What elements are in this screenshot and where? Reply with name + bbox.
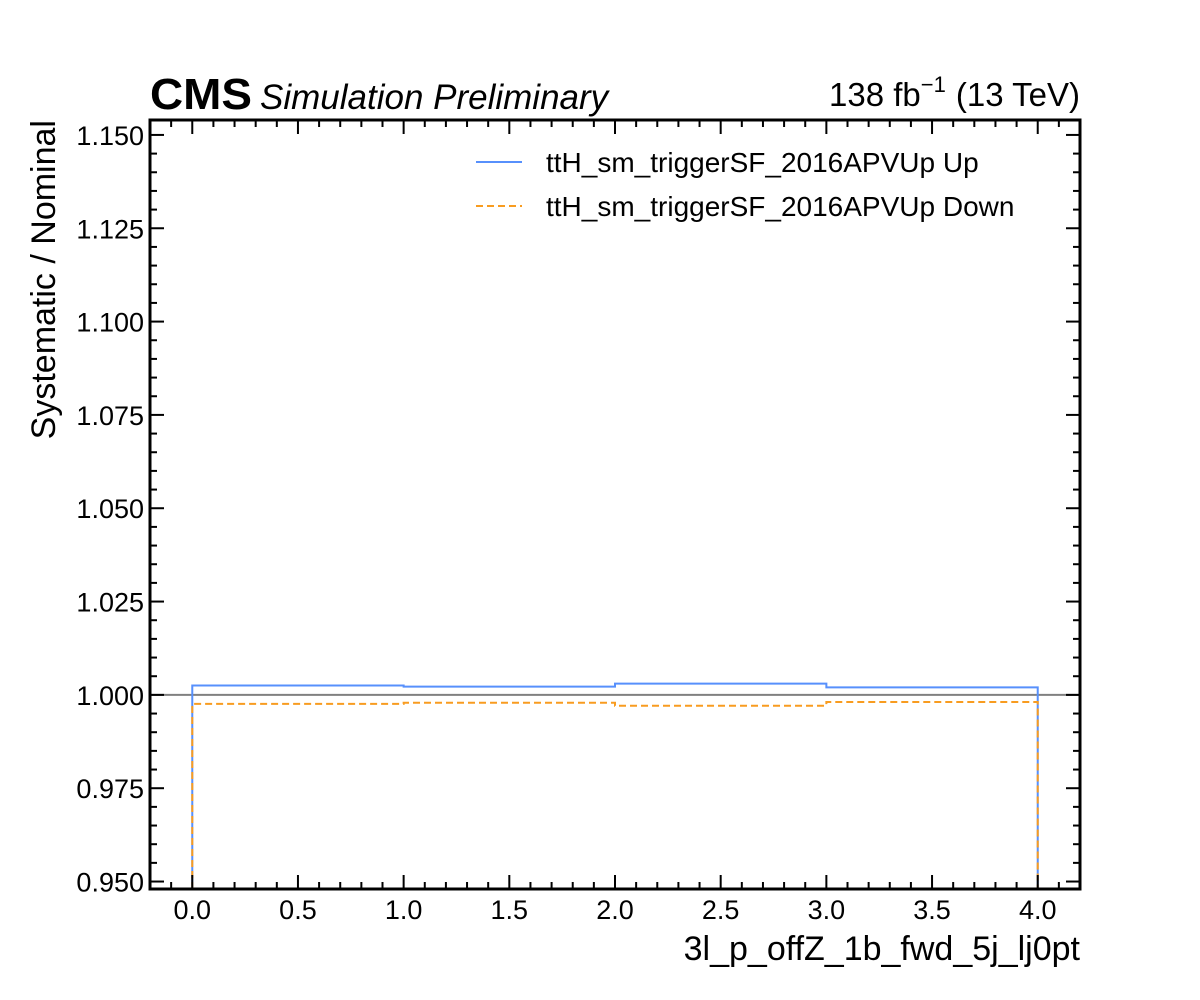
- x-tick-label: 2.0: [596, 895, 634, 925]
- x-tick-labels: 0.0 0.5 1.0 1.5 2.0 2.5 3.0 3.5 4.0: [173, 895, 1056, 925]
- y-tick-label: 0.975: [76, 774, 144, 804]
- lumi-label: 138 fb−1 (13 TeV): [829, 72, 1080, 113]
- y-tick-labels: 0.950 0.975 1.000 1.025 1.050 1.075 1.100 1.125…: [76, 121, 144, 898]
- ticks-layer: [149, 120, 1081, 889]
- plot-header: CMS Simulation Preliminary 138 fb−1 (13 T…: [150, 70, 1080, 119]
- x-axis-label: 3l_p_offZ_1b_fwd_5j_lj0pt: [684, 930, 1081, 968]
- x-tick-label: 0.5: [279, 895, 317, 925]
- y-tick-label: 1.100: [76, 308, 144, 338]
- x-tick-label: 1.0: [385, 895, 423, 925]
- legend-label: ttH_sm_triggerSF_2016APVUp Down: [546, 191, 1014, 222]
- y-tick-label: 0.950: [76, 868, 144, 898]
- series-down-line: [191, 700, 1039, 889]
- axes-frame: [148, 118, 1082, 891]
- status-label: Simulation Preliminary: [260, 78, 611, 117]
- y-tick-label: 1.050: [76, 494, 144, 524]
- x-tick-label: 0.0: [173, 895, 211, 925]
- y-tick-label: 1.150: [76, 121, 144, 151]
- series-up-line: [191, 682, 1039, 889]
- cms-label: CMS: [150, 70, 252, 119]
- series-layer: [191, 682, 1039, 889]
- x-tick-label: 2.5: [702, 895, 740, 925]
- y-tick-label: 1.025: [76, 588, 144, 618]
- plot-area: [148, 118, 1082, 891]
- lumi-exponent: −1: [921, 72, 946, 97]
- x-tick-label: 4.0: [1019, 895, 1057, 925]
- y-axis-label: Systematic / Nominal: [25, 120, 63, 439]
- lumi-energy: (13 TeV): [956, 76, 1080, 113]
- y-tick-label: 1.075: [76, 401, 144, 431]
- x-tick-label: 3.0: [808, 895, 846, 925]
- lumi-value: 138 fb: [829, 76, 921, 113]
- y-tick-label: 1.125: [76, 214, 144, 244]
- x-tick-label: 1.5: [491, 895, 529, 925]
- x-tick-label: 3.5: [913, 895, 951, 925]
- y-tick-label: 1.000: [76, 681, 144, 711]
- legend: ttH_sm_triggerSF_2016APVUp Up ttH_sm_trig…: [476, 147, 1014, 222]
- legend-label: ttH_sm_triggerSF_2016APVUp Up: [546, 147, 979, 178]
